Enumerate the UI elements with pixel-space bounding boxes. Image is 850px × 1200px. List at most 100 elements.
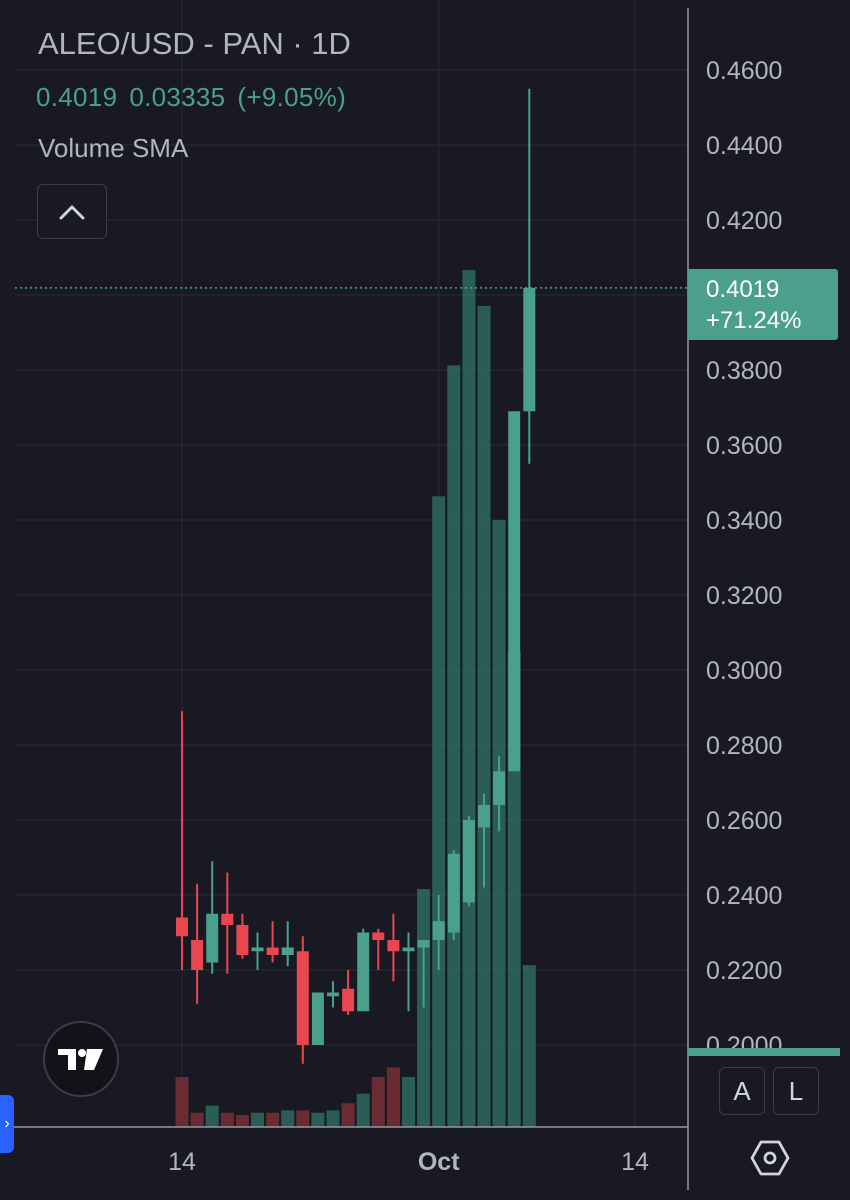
volume-bar <box>251 1112 264 1127</box>
candle-body <box>462 820 475 903</box>
candle <box>432 895 445 970</box>
candle-body <box>432 921 445 940</box>
candle <box>281 921 294 967</box>
candle-body <box>478 805 490 828</box>
candle <box>387 913 400 982</box>
candle-body <box>447 853 460 933</box>
candle-body <box>372 932 385 940</box>
volume-bar <box>477 305 491 1127</box>
symbol-title[interactable]: ALEO/USD - PAN · 1D <box>38 26 351 61</box>
price-summary: 0.4019 0.03335 (+9.05%) <box>36 82 358 113</box>
y-tick-label: 0.3200 <box>706 582 782 610</box>
volume-bar <box>266 1112 280 1127</box>
badge-change-pct: +71.24% <box>706 307 802 334</box>
volume-bar <box>417 889 431 1127</box>
volume-bar <box>311 1112 325 1127</box>
candle-body <box>357 932 370 1012</box>
candle-body <box>221 913 234 925</box>
candle <box>523 88 536 464</box>
x-tick-label: 14 <box>168 1148 196 1176</box>
candle <box>266 921 279 963</box>
candle <box>236 913 249 959</box>
candle-body <box>387 940 400 952</box>
candle-body <box>311 992 324 1045</box>
collapse-legend-button[interactable] <box>37 184 107 239</box>
chart-settings-button[interactable] <box>748 1136 792 1180</box>
log-scale-button[interactable]: L <box>773 1067 819 1115</box>
candle-body <box>417 940 430 948</box>
candle <box>342 970 355 1015</box>
candle-body <box>266 947 279 955</box>
chevron-right-icon: › <box>4 1115 10 1132</box>
candle-body <box>206 913 219 963</box>
tradingview-logo[interactable] <box>43 1021 119 1097</box>
y-tick-label: 0.4600 <box>706 57 782 85</box>
volume-bars <box>175 270 536 1127</box>
auto-scale-button[interactable]: A <box>719 1067 765 1115</box>
current-price-badge: 0.4019 +71.24% <box>688 269 838 340</box>
y-tick-label: 0.2200 <box>706 957 782 985</box>
volume-bar <box>356 1093 370 1127</box>
y-tick-label: 0.2800 <box>706 732 782 760</box>
candle <box>191 883 204 1004</box>
candle <box>372 928 385 970</box>
volume-bar <box>432 496 446 1127</box>
candle <box>251 932 264 970</box>
indicator-label[interactable]: Volume SMA <box>38 133 189 163</box>
last-price: 0.4019 <box>36 82 118 112</box>
side-panel-toggle[interactable]: › <box>0 1095 14 1153</box>
candle-body <box>236 925 249 955</box>
chart-grid <box>15 0 688 1127</box>
y-tick-label: 0.4400 <box>706 132 782 160</box>
candle-body <box>523 287 536 412</box>
candle <box>508 411 521 772</box>
volume-bar <box>371 1077 385 1127</box>
volume-bar <box>522 965 536 1127</box>
volume-bar <box>205 1105 219 1127</box>
price-change-pct: (+9.05%) <box>237 82 347 112</box>
candle <box>357 928 370 1012</box>
candle <box>447 850 460 940</box>
y-tick-label: 0.3600 <box>706 432 782 460</box>
chevron-up-icon <box>59 205 85 219</box>
price-axis: 0.20000.22000.24000.26000.28000.30000.32… <box>0 8 840 1190</box>
volume-bar <box>447 365 461 1127</box>
volume-bar <box>402 1077 415 1127</box>
candle <box>493 756 506 832</box>
hexagon-gear-icon <box>750 1140 790 1176</box>
volume-bar <box>190 1112 204 1127</box>
candle <box>221 872 234 974</box>
candle-body <box>281 947 294 955</box>
candle-body <box>296 951 309 1045</box>
candle-body <box>493 771 506 805</box>
volume-bar <box>296 1110 310 1127</box>
candle <box>176 711 188 970</box>
candle <box>417 940 430 1008</box>
candle <box>311 992 324 1045</box>
y-tick-label: 0.3000 <box>706 657 782 685</box>
x-tick-label: 14 <box>621 1148 649 1176</box>
volume-bar <box>386 1067 400 1127</box>
x-tick-label: Oct <box>418 1148 460 1176</box>
y-tick-label: 0.2600 <box>706 807 782 835</box>
candle-body <box>327 992 339 997</box>
time-axis: 14 Oct 14 <box>168 1148 649 1176</box>
y-tick-label: 0.4200 <box>706 207 782 235</box>
volume-bar <box>220 1112 234 1127</box>
candle <box>296 936 309 1064</box>
volume-scale-marker <box>688 1048 840 1056</box>
volume-bar <box>341 1103 355 1127</box>
y-tick-label: 0.3800 <box>706 357 782 385</box>
volume-bar <box>175 1077 189 1127</box>
y-tick-label: 0.2400 <box>706 882 782 910</box>
candle-body <box>508 411 521 772</box>
volume-bar <box>281 1110 295 1127</box>
tradingview-logo-icon <box>58 1049 103 1070</box>
candle <box>478 793 490 888</box>
candle-body <box>176 917 188 937</box>
candle-body <box>342 988 355 1012</box>
badge-price: 0.4019 <box>706 276 780 303</box>
y-tick-label: 0.3400 <box>706 507 782 535</box>
candle-body <box>191 940 204 970</box>
